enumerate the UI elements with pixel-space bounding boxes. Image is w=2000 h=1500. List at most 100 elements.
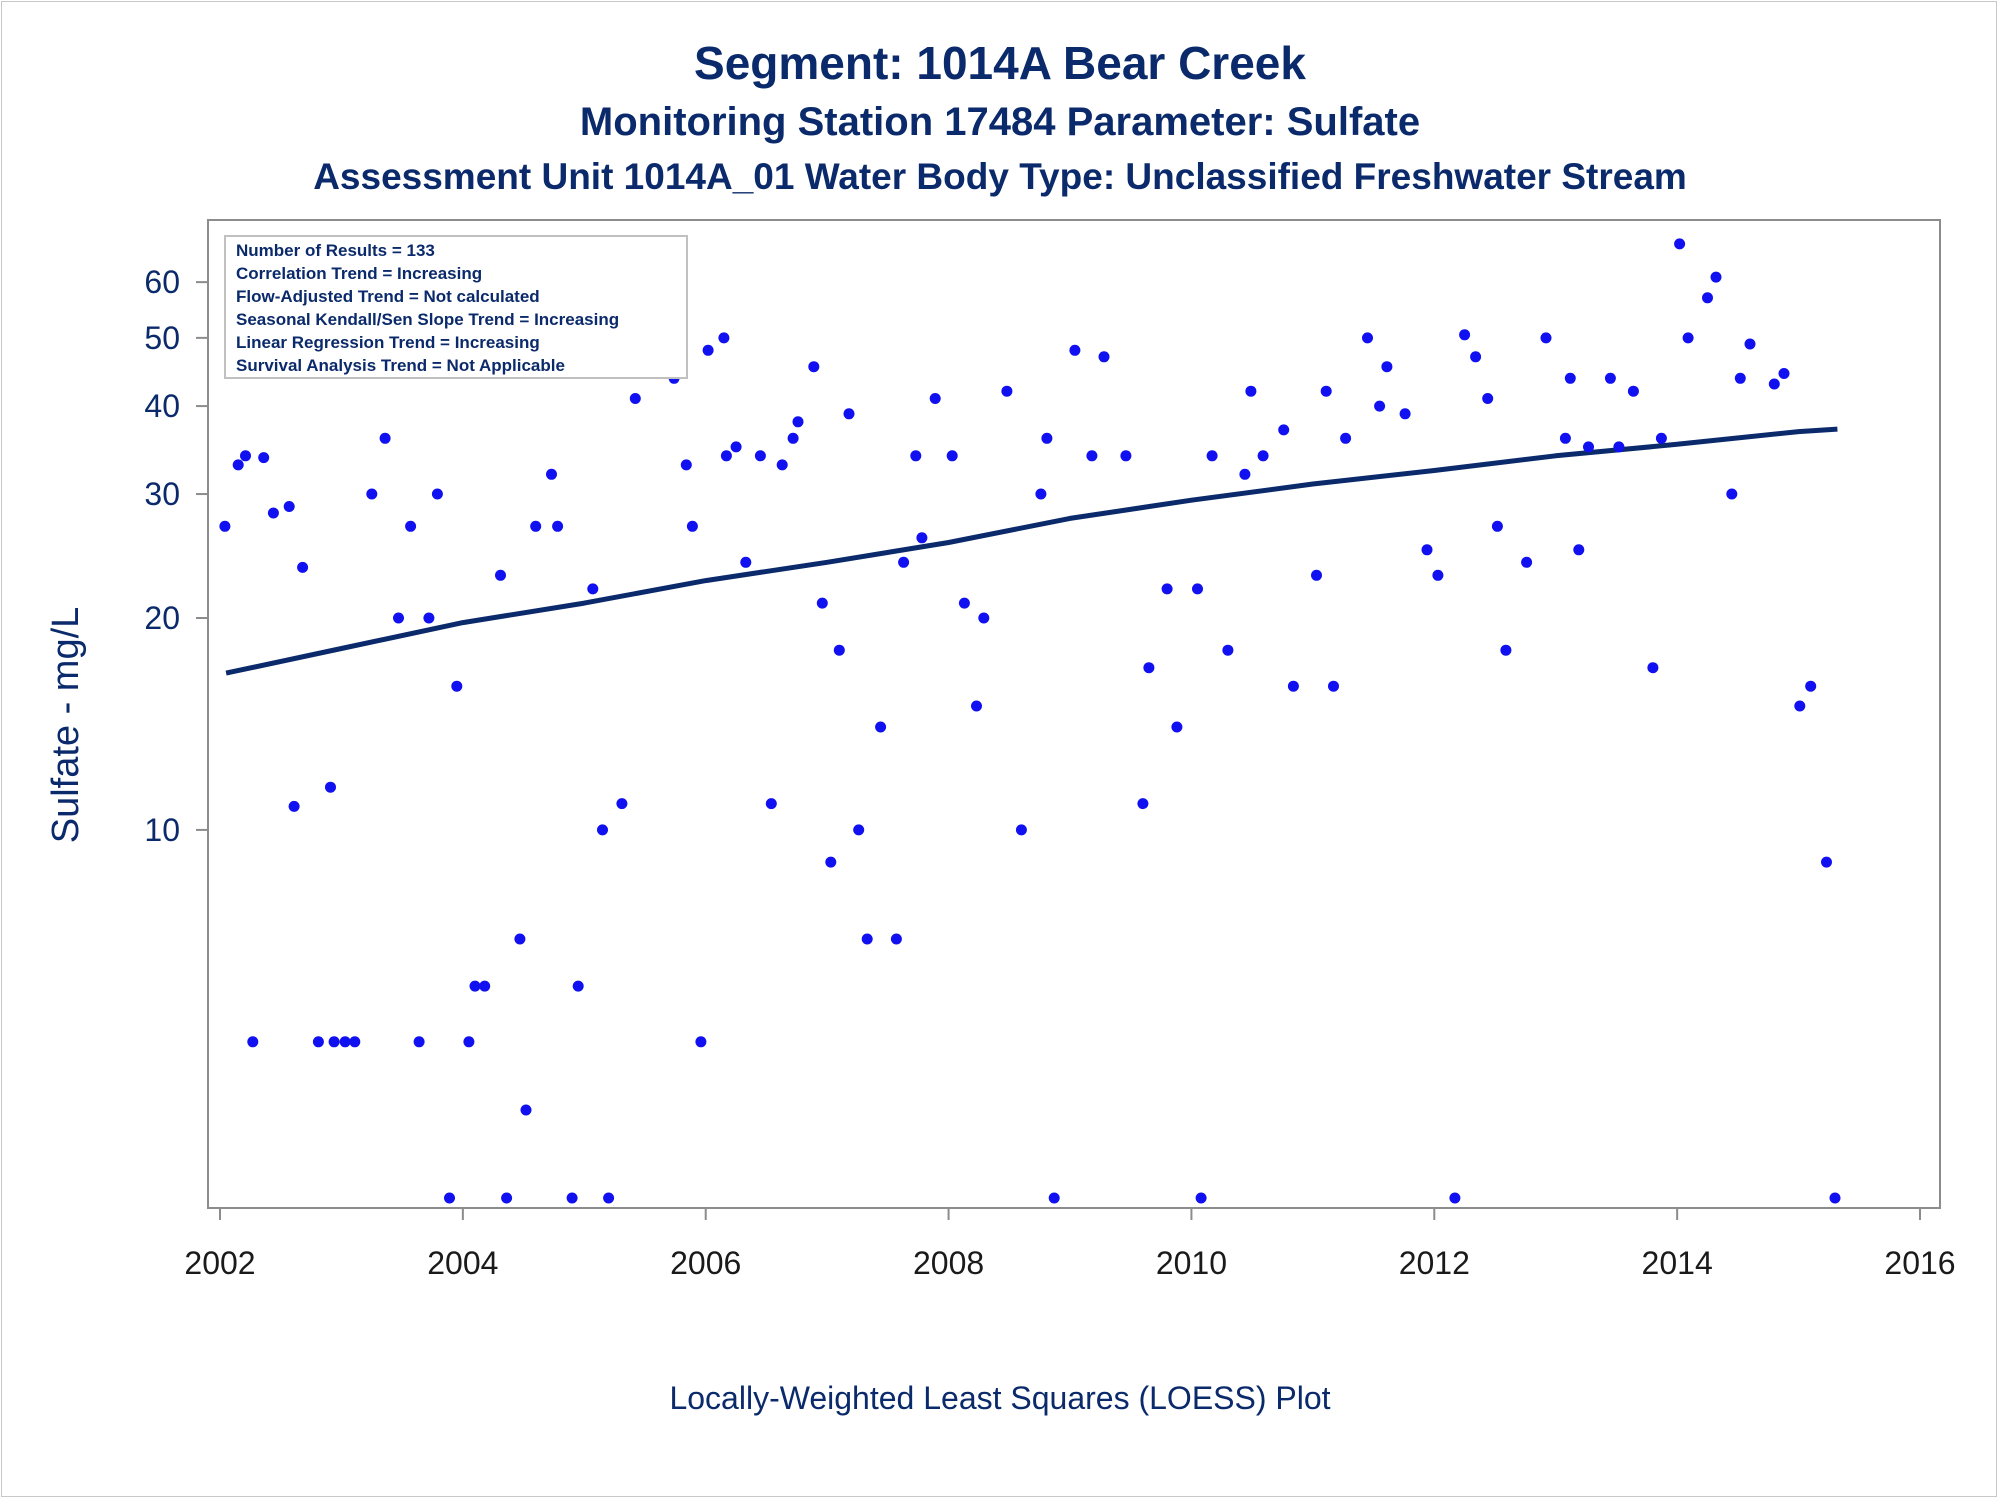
data-point bbox=[1768, 378, 1780, 390]
data-point bbox=[1098, 351, 1110, 363]
data-point bbox=[520, 1104, 532, 1116]
data-point bbox=[1702, 292, 1713, 304]
stat-line: Correlation Trend = Increasing bbox=[236, 264, 482, 283]
data-point bbox=[861, 933, 873, 945]
data-point bbox=[843, 408, 855, 420]
x-tick-label: 2004 bbox=[427, 1245, 498, 1281]
data-point bbox=[816, 597, 828, 609]
data-point bbox=[910, 450, 922, 462]
data-point bbox=[792, 416, 804, 428]
data-point bbox=[258, 452, 270, 464]
data-point bbox=[312, 1036, 324, 1048]
data-point bbox=[1399, 408, 1411, 420]
x-tick-label: 2002 bbox=[184, 1245, 255, 1281]
data-point bbox=[1482, 393, 1494, 404]
data-point bbox=[1794, 700, 1806, 712]
data-point bbox=[393, 612, 404, 624]
data-point bbox=[1048, 1192, 1060, 1204]
y-tick-label: 40 bbox=[144, 388, 180, 424]
data-point bbox=[1421, 544, 1433, 556]
data-point bbox=[958, 597, 970, 609]
data-point bbox=[916, 532, 928, 544]
data-point bbox=[463, 1036, 475, 1048]
data-point bbox=[379, 432, 391, 444]
data-point bbox=[1287, 680, 1299, 692]
data-point bbox=[1470, 351, 1482, 363]
data-point bbox=[616, 798, 628, 810]
data-point bbox=[754, 450, 766, 462]
data-point bbox=[267, 507, 279, 519]
data-point bbox=[1432, 569, 1444, 581]
data-point bbox=[1257, 450, 1269, 462]
data-point bbox=[495, 569, 506, 581]
data-point bbox=[740, 556, 752, 568]
data-point bbox=[1222, 644, 1234, 656]
data-points bbox=[219, 238, 1841, 1204]
data-point bbox=[1381, 361, 1393, 373]
chart-title: Segment: 1014A Bear Creek bbox=[694, 37, 1306, 89]
data-point bbox=[288, 800, 300, 812]
data-point bbox=[1734, 372, 1746, 384]
data-point bbox=[1328, 680, 1339, 692]
data-point bbox=[1120, 450, 1132, 462]
data-point bbox=[702, 344, 714, 356]
data-point bbox=[890, 933, 902, 945]
data-point bbox=[413, 1036, 425, 1048]
data-point bbox=[283, 501, 295, 512]
data-point bbox=[431, 488, 443, 500]
loess-trend-line bbox=[225, 426, 1838, 676]
data-point bbox=[1171, 721, 1183, 733]
data-point bbox=[1829, 1192, 1841, 1204]
data-point bbox=[1245, 385, 1257, 397]
data-point bbox=[1320, 385, 1332, 397]
data-point bbox=[1278, 424, 1290, 436]
x-tick-label: 2014 bbox=[1642, 1245, 1713, 1281]
data-point bbox=[423, 612, 435, 624]
data-point bbox=[1613, 441, 1625, 453]
data-point bbox=[680, 459, 692, 471]
data-point bbox=[1564, 372, 1576, 384]
stat-line: Flow-Adjusted Trend = Not calculated bbox=[236, 287, 540, 306]
chart-subtitle-2: Assessment Unit 1014A_01 Water Body Type… bbox=[313, 156, 1687, 197]
data-point bbox=[1459, 329, 1471, 341]
y-tick-label: 50 bbox=[144, 320, 180, 356]
y-tick-label: 60 bbox=[144, 264, 180, 300]
data-point bbox=[339, 1036, 351, 1048]
data-point bbox=[240, 450, 251, 462]
data-point bbox=[833, 644, 845, 656]
data-point bbox=[686, 520, 698, 532]
x-tick-label: 2016 bbox=[1884, 1245, 1955, 1281]
data-point bbox=[1143, 662, 1155, 674]
data-point bbox=[1521, 556, 1533, 568]
data-point bbox=[1362, 332, 1373, 344]
data-point bbox=[1374, 400, 1386, 412]
data-point bbox=[1206, 450, 1218, 462]
data-point bbox=[219, 520, 231, 532]
data-point bbox=[946, 450, 958, 462]
y-axis-label: Sulfate - mg/L bbox=[45, 607, 87, 844]
stat-line: Linear Regression Trend = Increasing bbox=[236, 333, 540, 352]
data-point bbox=[1069, 344, 1081, 356]
data-point bbox=[808, 361, 820, 373]
chart-footnote: Locally-Weighted Least Squares (LOESS) P… bbox=[669, 1380, 1331, 1416]
stat-line: Number of Results = 133 bbox=[236, 241, 435, 260]
data-point bbox=[720, 450, 732, 462]
data-point bbox=[451, 680, 463, 692]
x-tick-label: 2006 bbox=[670, 1245, 741, 1281]
y-tick-label: 30 bbox=[144, 476, 180, 512]
data-point bbox=[1573, 544, 1585, 556]
data-point bbox=[546, 468, 557, 480]
data-point bbox=[1239, 468, 1251, 480]
y-tick-label: 10 bbox=[144, 812, 180, 848]
trend-line-path bbox=[225, 426, 1838, 676]
data-point bbox=[1137, 798, 1149, 810]
data-point bbox=[366, 488, 378, 500]
data-point bbox=[1821, 856, 1832, 868]
data-point bbox=[1500, 644, 1512, 656]
data-point bbox=[405, 520, 417, 532]
data-point bbox=[1655, 432, 1667, 444]
data-point bbox=[1559, 432, 1571, 444]
data-point bbox=[530, 520, 542, 532]
